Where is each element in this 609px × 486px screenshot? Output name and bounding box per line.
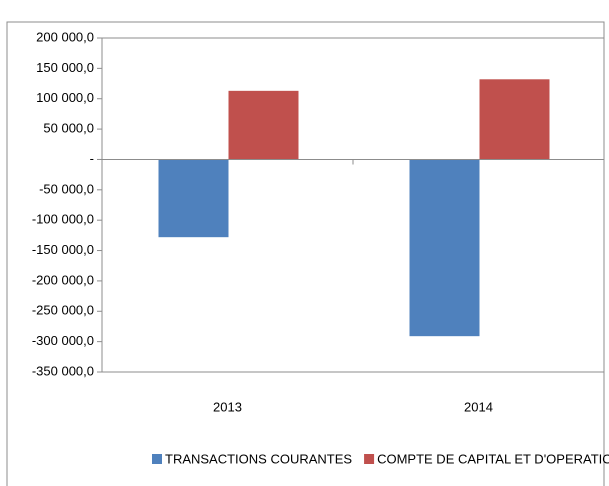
y-tick-label: 50 000,0 (43, 121, 94, 136)
y-tick-label: -250 000,0 (32, 303, 94, 318)
y-tick-label: 150 000,0 (36, 60, 94, 75)
bar (158, 159, 229, 238)
x-tick-label: 2013 (213, 399, 242, 414)
bar (479, 79, 550, 160)
y-tick-label: -150 000,0 (32, 242, 94, 257)
y-tick-label: - (90, 151, 94, 166)
y-tick-label: -300 000,0 (32, 333, 94, 348)
y-tick-label: -350 000,0 (32, 363, 94, 378)
y-tick-label: -100 000,0 (32, 212, 94, 227)
y-tick-label: -50 000,0 (39, 181, 94, 196)
y-tick-label: 200 000,0 (36, 29, 94, 44)
bar (409, 159, 480, 337)
y-tick-label: 100 000,0 (36, 90, 94, 105)
y-tick-label: -200 000,0 (32, 272, 94, 287)
legend-swatch (364, 454, 375, 464)
legend-label: COMPTE DE CAPITAL ET D'OPERATIONS FINANC… (377, 451, 609, 466)
legend-swatch (152, 454, 162, 464)
legend-label: TRANSACTIONS COURANTES (165, 451, 352, 466)
bar (228, 90, 299, 160)
x-tick-label: 2014 (464, 399, 493, 414)
